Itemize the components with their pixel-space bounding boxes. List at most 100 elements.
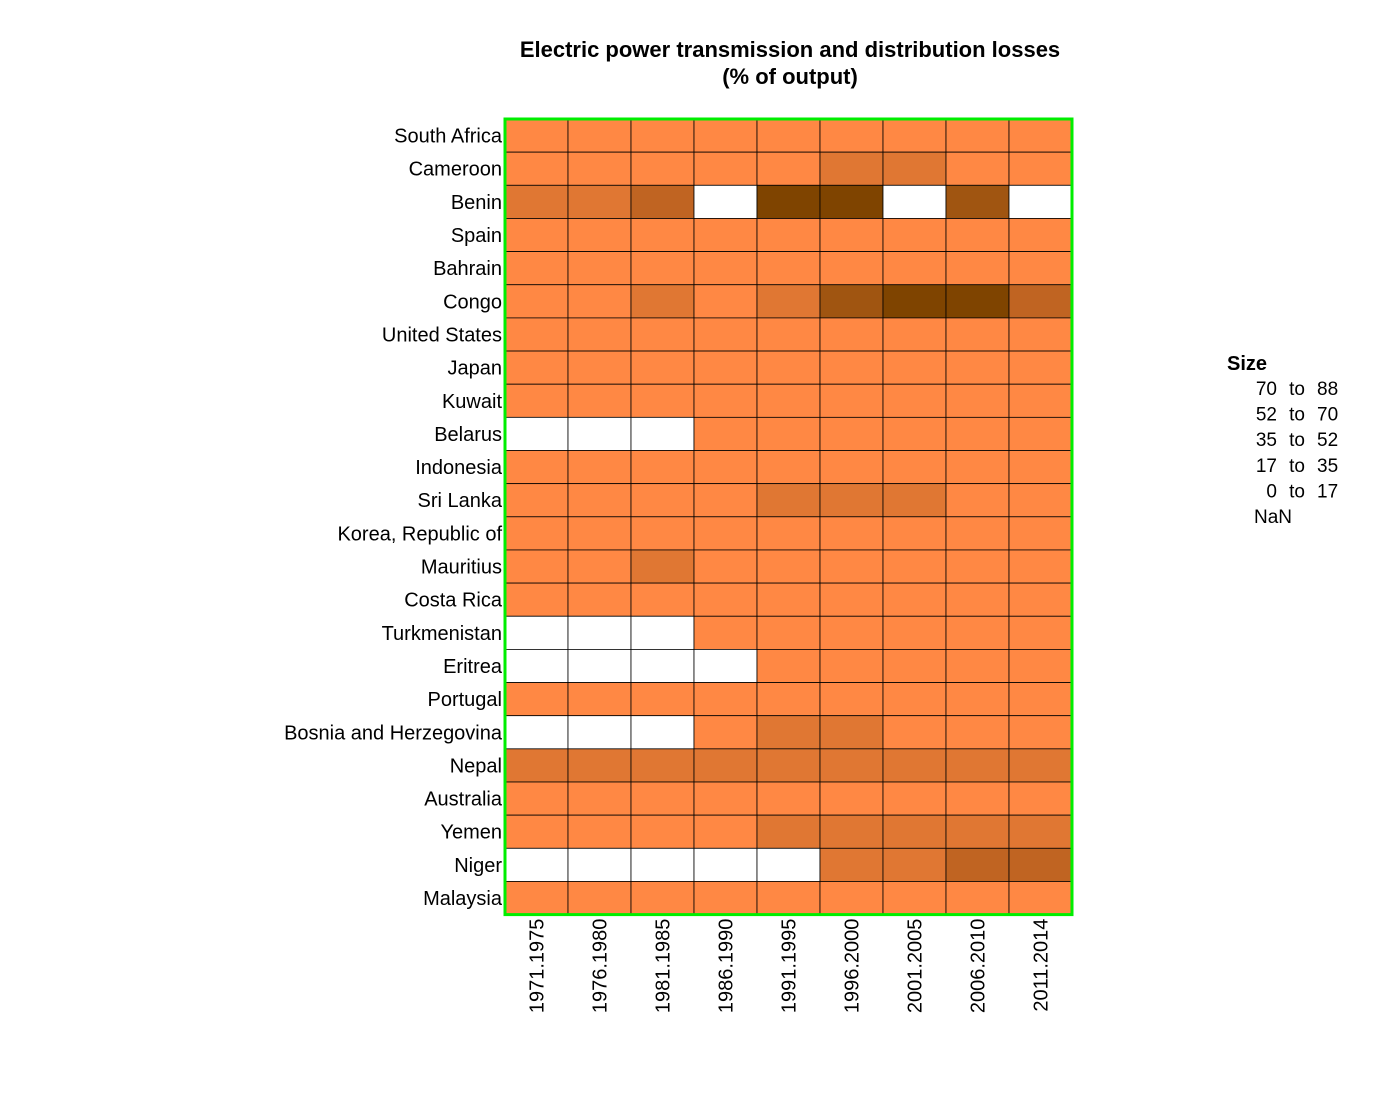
heatmap-cell — [1008, 814, 1073, 849]
heatmap-cell — [693, 416, 758, 451]
row-labels: South Africa Cameroon Benin Spain Bahrain Con… — [284, 126, 503, 910]
heatmap-cell — [756, 715, 821, 750]
heatmap-cell — [693, 483, 758, 518]
heatmap-cell — [693, 317, 758, 352]
legend-entry-low: 35 — [1256, 430, 1277, 451]
heatmap-cell — [693, 383, 758, 418]
legend-entry-high: 52 — [1317, 430, 1338, 451]
heatmap-cell — [504, 847, 569, 882]
heatmap-cell — [693, 118, 758, 153]
heatmap-cell — [693, 682, 758, 717]
heatmap-cell — [504, 881, 569, 916]
heatmap-cell — [504, 416, 569, 451]
heatmap-cell — [1008, 483, 1073, 518]
heatmap-cell — [819, 516, 884, 551]
heatmap-cell — [630, 450, 695, 485]
heatmap-cell — [630, 184, 695, 219]
heatmap-cell — [882, 649, 947, 683]
heatmap-cell — [1008, 350, 1073, 385]
row-label: Cameroon — [409, 159, 502, 181]
column-label: 1976.1980 — [590, 919, 612, 1014]
heatmap-cell — [882, 682, 947, 717]
heatmap-cell — [756, 184, 821, 219]
heatmap-cell — [819, 151, 884, 186]
heatmap-cell — [504, 615, 569, 650]
heatmap-cell — [1008, 118, 1073, 153]
heatmap-cell — [504, 715, 569, 750]
row-label: Mauritius — [421, 557, 502, 579]
column-labels: 1971.1975 1976.1980 1981.1985 1986.1990 1991… — [527, 919, 1053, 1014]
heatmap-cell — [567, 615, 632, 650]
heatmap-cell — [882, 483, 947, 518]
heatmap-cell — [945, 748, 1010, 783]
heatmap-cell — [567, 582, 632, 617]
heatmap-cell — [567, 151, 632, 186]
heatmap-cell — [1008, 184, 1073, 219]
legend: Size 70 to 88 52 to 70 35 to 52 17 to 35 0 to 17 NaN — [1227, 353, 1338, 528]
heatmap-cell — [756, 516, 821, 551]
heatmap-cell — [756, 284, 821, 319]
heatmap-cell — [504, 151, 569, 186]
heatmap-cell — [567, 549, 632, 584]
heatmap-cell — [882, 847, 947, 882]
row-label: United States — [382, 324, 502, 346]
row-label: Eritrea — [443, 656, 503, 678]
row-label: Belarus — [434, 424, 502, 446]
heatmap-cell — [1008, 649, 1073, 683]
row-label: Bahrain — [433, 258, 502, 280]
heatmap-cell — [630, 284, 695, 319]
heatmap-cell — [693, 516, 758, 551]
heatmap-cell — [630, 118, 695, 153]
heatmap-cell — [819, 847, 884, 882]
heatmap-cell — [693, 284, 758, 319]
heatmap-cell — [567, 881, 632, 916]
heatmap-cell — [882, 118, 947, 153]
heatmap-cell — [756, 881, 821, 916]
row-label: Malaysia — [423, 888, 503, 910]
heatmap-cell — [882, 615, 947, 650]
heatmap-cell — [630, 317, 695, 352]
heatmap-cell — [693, 748, 758, 783]
heatmap-cell — [693, 218, 758, 252]
heatmap-cell — [630, 847, 695, 882]
heatmap-cell — [504, 450, 569, 485]
row-label: Spain — [451, 225, 502, 247]
heatmap-cell — [819, 781, 884, 816]
heatmap-cell — [504, 682, 569, 717]
heatmap-cell — [882, 317, 947, 352]
heatmap-cell — [567, 184, 632, 219]
heatmap-cell — [945, 416, 1010, 451]
heatmap-cell — [693, 582, 758, 617]
heatmap-cell — [1008, 881, 1073, 916]
heatmap-cell — [882, 383, 947, 418]
heatmap-cell — [882, 715, 947, 750]
heatmap-cell — [567, 814, 632, 849]
heatmap-cell — [945, 284, 1010, 319]
heatmap-cell — [756, 118, 821, 153]
heatmap-cell — [882, 284, 947, 319]
heatmap-cell — [504, 649, 569, 683]
heatmap-cell — [756, 682, 821, 717]
heatmap-cell — [945, 151, 1010, 186]
heatmap-cell — [945, 118, 1010, 153]
heatmap-cell — [945, 615, 1010, 650]
heatmap-cell — [630, 748, 695, 783]
heatmap-cell — [630, 516, 695, 551]
heatmap-cell — [945, 549, 1010, 584]
heatmap-cell — [819, 582, 884, 617]
heatmap-cell — [945, 184, 1010, 219]
heatmap-cell — [945, 251, 1010, 286]
row-label: Japan — [448, 358, 503, 380]
heatmap-cell — [819, 881, 884, 916]
heatmap-cell — [630, 549, 695, 584]
legend-entry-to: to — [1289, 481, 1305, 502]
heatmap-cell — [756, 218, 821, 252]
legend-entry-high: 17 — [1317, 481, 1338, 502]
heatmap-cell — [1008, 416, 1073, 451]
heatmap-cell — [756, 350, 821, 385]
chart-title: Electric power transmission and distribu… — [520, 37, 1060, 62]
heatmap-cell — [567, 748, 632, 783]
heatmap-cell — [819, 814, 884, 849]
legend-entry-to: to — [1289, 456, 1305, 477]
heatmap-cell — [630, 416, 695, 451]
